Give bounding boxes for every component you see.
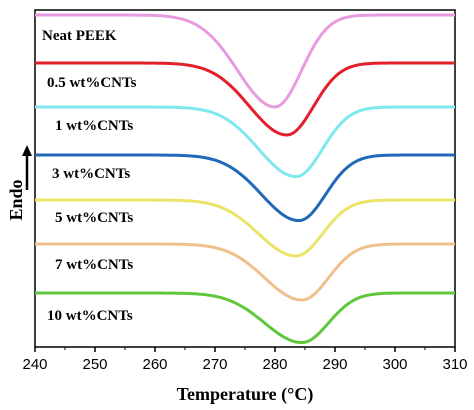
x-tick-label-2: 260 — [142, 356, 167, 373]
series-label-0: Neat PEEK — [42, 28, 117, 44]
series-line-2 — [35, 105, 455, 179]
series-line-1 — [35, 61, 455, 137]
series-label-1: 0.5 wt%CNTs — [47, 75, 137, 91]
series-labels-group: Neat PEEK 0.5 wt%CNTs 1 wt%CNTs 3 wt%CNTs 5 … — [42, 28, 137, 324]
x-tick-label-0: 240 — [22, 356, 47, 373]
series-label-5: 7 wt%CNTs — [55, 257, 133, 273]
series-label-2: 1 wt%CNTs — [55, 118, 133, 134]
x-tick-label-4: 280 — [262, 356, 287, 373]
series-label-6: 10 wt%CNTs — [47, 308, 133, 324]
series-line-0 — [35, 13, 455, 109]
series-label-4: 5 wt%CNTs — [55, 210, 133, 226]
x-tick-label-6: 300 — [382, 356, 407, 373]
series-line-4 — [35, 198, 455, 258]
x-tick-label-1: 250 — [82, 356, 107, 373]
series-line-6 — [35, 291, 455, 345]
y-axis-title: Endo — [6, 179, 26, 220]
x-axis-ticks: 240 250 260 270 280 290 300 310 — [22, 347, 468, 373]
x-tick-label-7: 310 — [442, 356, 467, 373]
y-axis-arrow — [22, 145, 32, 190]
x-axis-title: Temperature (°C) — [177, 384, 314, 405]
x-tick-label-5: 290 — [322, 356, 347, 373]
x-tick-label-3: 270 — [202, 356, 227, 373]
series-label-3: 3 wt%CNTs — [52, 166, 130, 182]
series-line-3 — [35, 153, 455, 223]
curves-group — [35, 13, 455, 345]
y-axis-title-group: Endo — [6, 179, 26, 220]
series-line-5 — [35, 242, 455, 302]
